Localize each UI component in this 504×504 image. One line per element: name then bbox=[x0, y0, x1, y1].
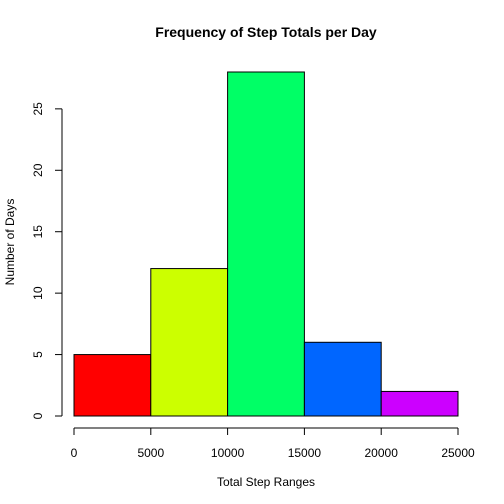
y-tick-label: 25 bbox=[31, 102, 45, 116]
y-tick-label: 15 bbox=[31, 225, 45, 239]
x-tick-label: 20000 bbox=[365, 446, 399, 460]
x-tick-label: 10000 bbox=[211, 446, 245, 460]
x-tick-label: 15000 bbox=[288, 446, 322, 460]
bar-2 bbox=[150, 268, 229, 417]
chart-title: Frequency of Step Totals per Day bbox=[155, 24, 377, 40]
y-tick-label: 20 bbox=[31, 163, 45, 177]
x-axis-label: Total Step Ranges bbox=[217, 475, 315, 489]
x-tick-label: 0 bbox=[71, 446, 78, 460]
bar-5 bbox=[380, 390, 459, 417]
bar-1 bbox=[73, 354, 152, 417]
y-tick-label: 10 bbox=[31, 286, 45, 300]
x-tick-label: 5000 bbox=[137, 446, 164, 460]
x-tick-label: 25000 bbox=[441, 446, 475, 460]
bar-4 bbox=[303, 341, 382, 417]
bars-group bbox=[73, 71, 459, 417]
y-tick-label: 0 bbox=[31, 412, 45, 419]
y-axis-label: Number of Days bbox=[3, 199, 17, 286]
y-tick-label: 5 bbox=[31, 351, 45, 358]
y-axis: 0 5 10 15 20 25 bbox=[31, 102, 63, 419]
x-axis: 0 5000 10000 15000 20000 25000 bbox=[71, 427, 475, 460]
bar-3 bbox=[227, 71, 305, 417]
